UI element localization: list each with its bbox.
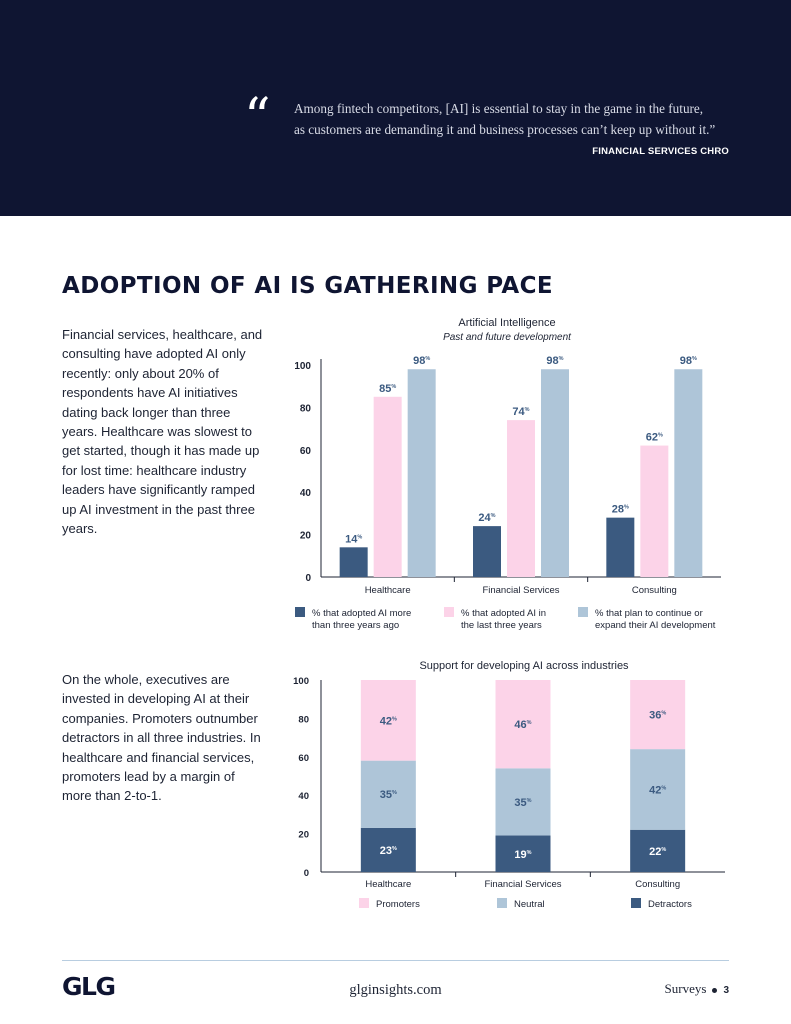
glg-logo: GLG: [62, 972, 116, 1001]
chart2-legend-label-neutral: Neutral: [514, 899, 545, 910]
quote-line-1: Among fintech competitors, [AI] is essen…: [294, 101, 704, 116]
chart1-bar-healthcare-s3: [407, 369, 436, 577]
chart2-title: Support for developing AI across industr…: [419, 660, 629, 672]
chart2-ytick-60: 60: [298, 753, 309, 764]
quote-text: Among fintech competitors, [AI] is essen…: [294, 98, 734, 140]
chart2-category-healthcare: Healthcare: [365, 879, 411, 890]
chart1-bar-financial-services-s1: [473, 526, 501, 577]
quote-line-2: as customers are demanding it and busine…: [294, 122, 716, 137]
chart1-legend-swatch-3: [578, 607, 588, 617]
chart1-category-consulting: Consulting: [632, 585, 677, 596]
chart2-ytick-20: 20: [298, 830, 309, 841]
chart2-segment-healthcare-detractors: [360, 827, 416, 872]
paragraph-adoption: Financial services, healthcare, and cons…: [62, 327, 263, 537]
chart2-category-financial-services: Financial Services: [484, 879, 561, 890]
bullet-icon: [712, 987, 718, 993]
chart2-segment-financial-services-promoters: [495, 680, 551, 769]
chart1-ytick-80: 80: [300, 403, 312, 414]
chart1-bar-healthcare-s2: [373, 396, 402, 577]
chart2-segment-consulting-promoters: [630, 680, 686, 750]
chart2-ytick-0: 0: [304, 868, 309, 879]
chart1-bar-consulting-s2: [640, 445, 669, 577]
chart1-ytick-100: 100: [294, 361, 311, 372]
chart2-ytick-100: 100: [293, 676, 309, 687]
adoption-bar-chart: Artificial Intelligence Past and future d…: [294, 317, 721, 631]
quote-banner: “ Among fintech competitors, [AI] is ess…: [0, 0, 791, 216]
chart1-category-financial-services: Financial Services: [482, 585, 559, 596]
chart1-category-healthcare: Healthcare: [365, 585, 411, 596]
chart2-ytick-40: 40: [298, 791, 309, 802]
chart1-ytick-60: 60: [300, 446, 312, 457]
chart1-bar-financial-services-s2: [507, 420, 535, 577]
chart1-legend-label-1-line1: % that adopted AI more: [312, 608, 411, 619]
chart1-bar-healthcare-s1: [339, 547, 368, 577]
chart1-ytick-0: 0: [305, 573, 311, 584]
page-title: ADOPTION OF AI IS GATHERING PACE: [62, 273, 554, 299]
footer-site-link[interactable]: glginsights.com: [349, 982, 442, 998]
page-number: 3: [723, 985, 729, 996]
chart1-bar-consulting-s1: [606, 517, 635, 577]
chart1-bar-consulting-s3: [674, 369, 703, 577]
chart2-legend-swatch-promoters: [359, 898, 369, 908]
chart2-segment-consulting-neutral: [630, 749, 686, 830]
paragraph-support: On the whole, executives are invested in…: [62, 672, 261, 804]
footer-divider: [62, 960, 729, 961]
support-stacked-bar-chart: Support for developing AI across industr…: [293, 660, 725, 910]
chart2-segment-healthcare-neutral: [360, 760, 416, 828]
chart1-legend-label-2-line2: the last three years: [461, 620, 542, 631]
quote-author: FINANCIAL SERVICES CHRO: [592, 146, 729, 157]
chart2-segment-consulting-detractors: [630, 829, 686, 872]
chart1-legend-label-3-line1: % that plan to continue or: [595, 608, 703, 619]
chart1-legend-label-3-line2: expand their AI development: [595, 620, 716, 631]
chart1-legend-label-1-line2: than three years ago: [312, 620, 399, 631]
chart2-segment-financial-services-neutral: [495, 768, 551, 836]
chart2-legend-swatch-neutral: [497, 898, 507, 908]
chart2-legend-label-promoters: Promoters: [376, 899, 420, 910]
footer-section: Surveys: [664, 981, 707, 996]
chart2-legend-swatch-detractors: [631, 898, 641, 908]
chart1-subtitle: Past and future development: [443, 332, 572, 343]
chart2-segment-financial-services-detractors: [495, 835, 551, 872]
chart1-legend-label-2-line1: % that adopted AI in: [461, 608, 546, 619]
chart1-legend-swatch-1: [295, 607, 305, 617]
chart2-legend-label-detractors: Detractors: [648, 899, 692, 910]
chart1-ytick-40: 40: [300, 488, 312, 499]
chart2-category-consulting: Consulting: [635, 879, 680, 890]
chart2-segment-healthcare-promoters: [360, 680, 416, 761]
chart1-bar-financial-services-s3: [541, 369, 569, 577]
footer-page-info: Surveys 3: [665, 981, 729, 997]
chart1-title: Artificial Intelligence: [458, 317, 555, 329]
chart1-legend-swatch-2: [444, 607, 454, 617]
chart2-ytick-80: 80: [298, 714, 309, 725]
chart1-ytick-20: 20: [300, 531, 312, 542]
